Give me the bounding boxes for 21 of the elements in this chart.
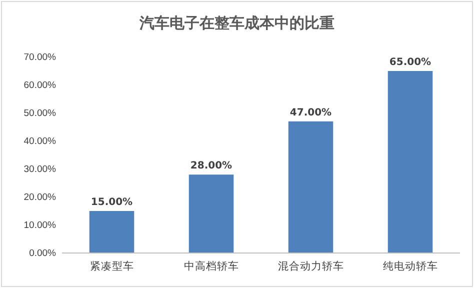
data-label: 28.00% [190,160,232,172]
bar [188,174,234,253]
y-tick-label: 70.00% [24,52,57,64]
x-tick-label: 纯电动轿车 [382,259,438,272]
y-tick-label: 40.00% [24,136,57,148]
x-tick-label: 混合动力轿车 [278,259,344,272]
y-tick-label: 0.00% [29,248,57,260]
chart-title: 汽车电子在整车成本中的比重 [138,14,334,32]
bar [288,121,334,253]
bar [89,211,134,253]
data-label: 15.00% [90,197,133,208]
data-label: 47.00% [290,107,332,118]
x-tick-label: 紧凑型车 [90,259,134,272]
bar [388,71,433,253]
data-label: 65.00% [389,57,432,68]
y-tick-label: 30.00% [24,164,57,176]
y-tick-label: 50.00% [24,108,57,120]
y-tick-label: 10.00% [24,220,57,232]
x-tick-label: 中高档轿车 [184,259,239,272]
y-tick-label: 60.00% [24,80,57,92]
y-tick-label: 20.00% [24,192,57,204]
